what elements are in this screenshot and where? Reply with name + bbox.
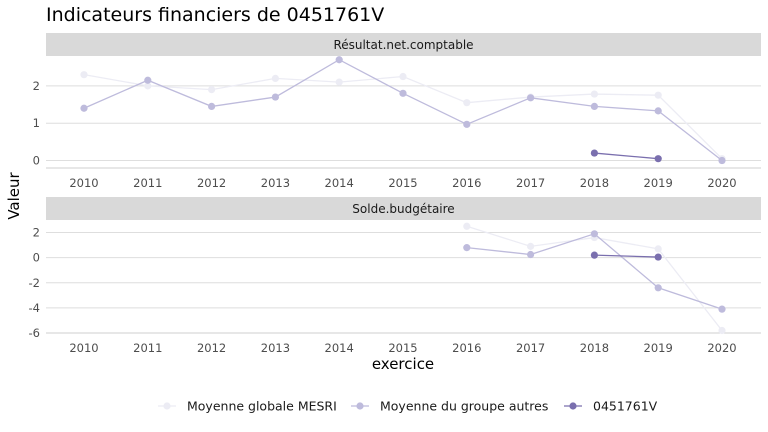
x-tick-label: 2016 <box>452 341 481 355</box>
x-tick-label: 2010 <box>69 341 98 355</box>
x-tick-label: 2020 <box>707 176 736 190</box>
series-2 <box>463 230 726 313</box>
data-point <box>718 326 726 335</box>
data-point <box>590 251 599 259</box>
legend-label: Moyenne globale MESRI <box>187 399 337 414</box>
x-tick-label: 2020 <box>707 341 736 355</box>
y-tick-label: -6 <box>29 326 40 340</box>
series-line <box>594 152 659 160</box>
data-point <box>80 104 88 112</box>
data-point <box>399 72 407 81</box>
data-point <box>144 76 152 84</box>
panels: Résultat.net.comptable 0 1 2 2010 2011 2012 201… <box>29 33 761 355</box>
x-tick-label: 2015 <box>388 176 417 190</box>
x-tick-label: 2017 <box>516 341 545 355</box>
data-point <box>463 99 471 107</box>
legend-item: Moyenne du groupe autres <box>351 399 548 414</box>
data-point <box>654 155 662 163</box>
panel-1: Résultat.net.comptable 0 1 2 2010 2011 2012 201… <box>33 33 761 190</box>
x-tick-label: 2018 <box>580 341 609 355</box>
data-point <box>463 244 471 252</box>
series-line <box>594 254 659 258</box>
x-tick-label: 2013 <box>261 176 290 190</box>
series-2 <box>80 56 726 165</box>
x-tick-label: 2010 <box>69 176 98 190</box>
x-tick-label: 2013 <box>261 341 290 355</box>
legend: Moyenne globale MESRI Moyenne du groupe a… <box>158 399 658 414</box>
x-axis-title: exercice <box>372 355 434 373</box>
x-tick-label: 2019 <box>644 341 673 355</box>
data-point <box>463 222 471 230</box>
data-point <box>335 78 343 86</box>
data-point <box>654 253 662 261</box>
y-axis-title: Valeur <box>5 171 23 219</box>
series-line <box>466 225 723 331</box>
legend-item: Moyenne globale MESRI <box>158 399 337 414</box>
data-point <box>718 305 726 313</box>
y-tick-label: 2 <box>33 226 40 240</box>
series-1 <box>80 71 726 163</box>
x-tick-label: 2018 <box>580 176 609 190</box>
data-point <box>144 82 152 90</box>
data-point <box>208 86 216 94</box>
panel-strip-bg <box>46 197 761 220</box>
data-point <box>654 284 662 292</box>
x-tick-label: 2012 <box>197 176 226 190</box>
panel-strip-label: Solde.budgétaire <box>352 202 454 216</box>
x-tick-label: 2017 <box>516 176 545 190</box>
panel-strip-bg <box>46 33 761 56</box>
data-point <box>590 90 599 98</box>
x-tick-label: 2011 <box>133 341 162 355</box>
y-tick-label: 0 <box>33 154 40 168</box>
series-line <box>466 233 723 310</box>
y-tick-label: 2 <box>33 79 40 93</box>
x-tick-label: 2019 <box>644 176 673 190</box>
y-tick-label: 1 <box>33 116 40 130</box>
data-point <box>271 93 279 101</box>
data-point <box>80 71 88 79</box>
x-tick-label: 2015 <box>388 341 417 355</box>
series-1 <box>463 222 726 335</box>
data-point <box>527 250 535 259</box>
data-point <box>590 230 599 238</box>
data-point <box>590 149 599 157</box>
y-tick-label: -4 <box>29 301 40 315</box>
data-point <box>335 56 343 64</box>
x-tick-label: 2014 <box>325 341 354 355</box>
data-point <box>271 74 279 82</box>
data-point <box>654 91 662 99</box>
data-point <box>654 107 662 115</box>
chart-title: Indicateurs financiers de 0451761V <box>46 4 384 26</box>
y-tick-label: -2 <box>29 276 40 290</box>
legend-label: Moyenne du groupe autres <box>380 399 548 414</box>
legend-label: 0451761V <box>593 399 658 414</box>
legend-item: 0451761V <box>564 399 658 414</box>
data-point <box>463 120 471 128</box>
data-point <box>399 89 407 97</box>
panel-2: Solde.budgétaire -6 -4 -2 0 2 2010 2011 2012 2013… <box>29 197 761 355</box>
data-point <box>208 102 216 110</box>
x-tick-label: 2012 <box>197 341 226 355</box>
x-tick-label: 2011 <box>133 176 162 190</box>
data-point <box>718 156 726 165</box>
legend-key-point <box>163 402 171 410</box>
series-3 <box>590 251 662 261</box>
data-point <box>527 94 535 102</box>
series-line <box>83 74 723 160</box>
series-3 <box>590 149 662 163</box>
y-tick-label: 0 <box>33 251 40 265</box>
data-point <box>654 245 662 253</box>
data-point <box>590 102 599 110</box>
legend-key-point <box>569 402 577 410</box>
panel-strip-label: Résultat.net.comptable <box>333 38 473 52</box>
legend-key-point <box>356 402 364 410</box>
x-tick-label: 2014 <box>325 176 354 190</box>
data-point <box>527 242 535 250</box>
x-tick-label: 2016 <box>452 176 481 190</box>
